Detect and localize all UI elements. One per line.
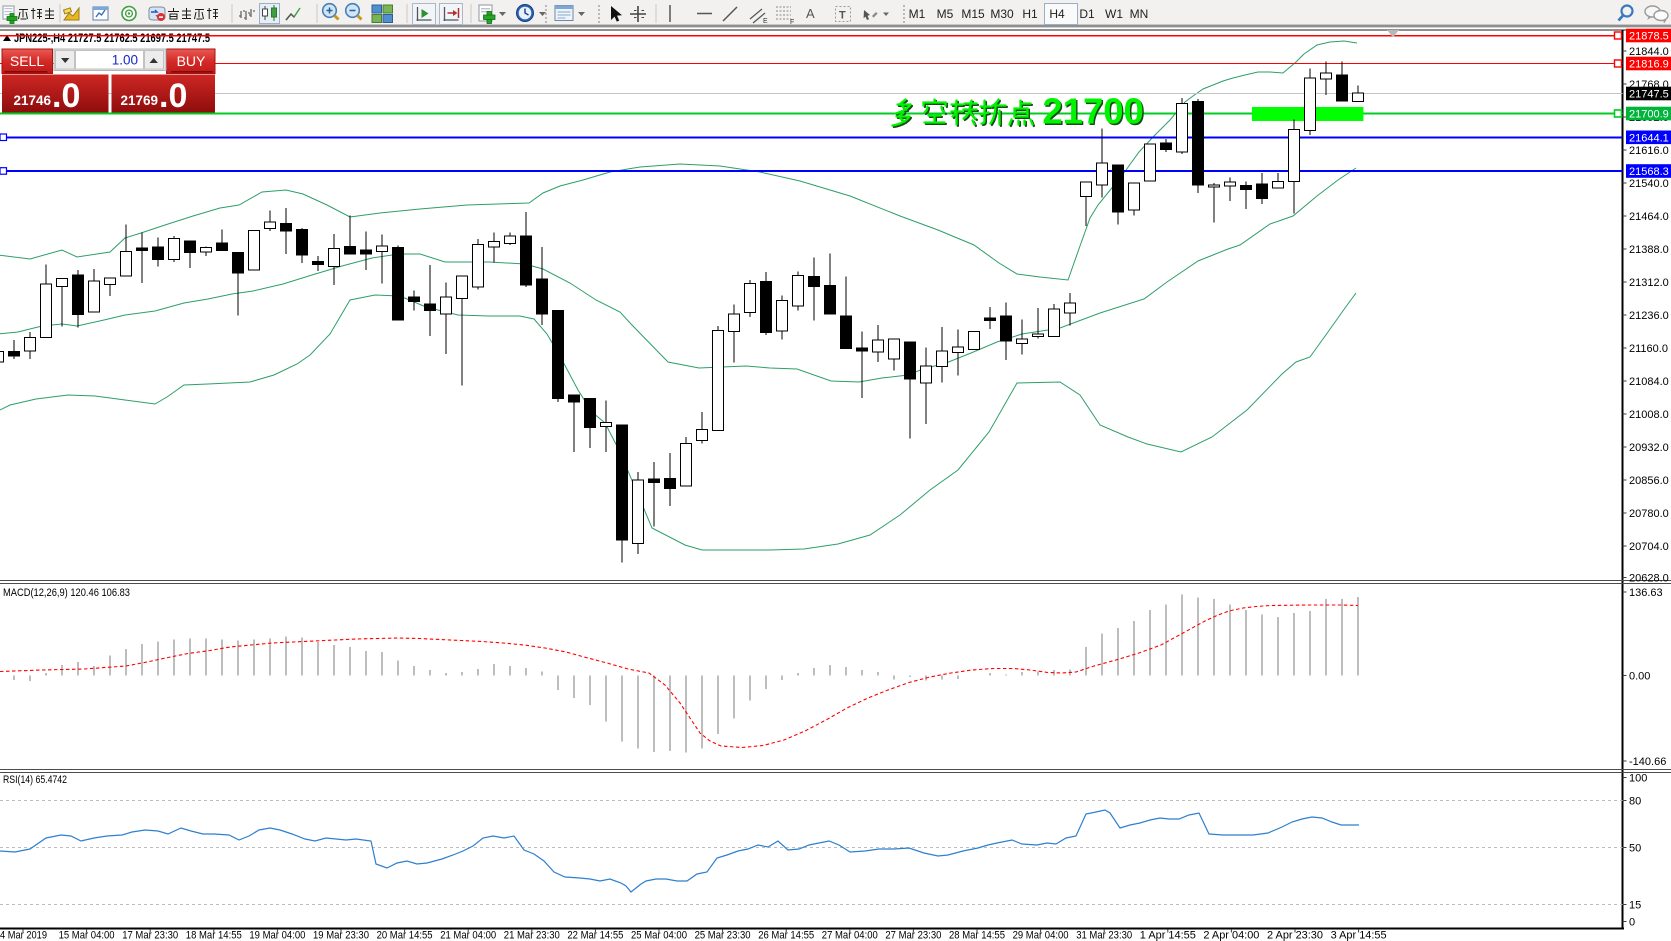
svg-text:21844.0: 21844.0 [1629, 46, 1669, 58]
svg-text:21540.0: 21540.0 [1629, 178, 1669, 190]
svg-text:21 Mar 23:30: 21 Mar 23:30 [504, 930, 560, 941]
svg-text:17 Mar 23:30: 17 Mar 23:30 [122, 930, 178, 941]
svg-text:M5: M5 [937, 7, 954, 21]
svg-text:MN: MN [1130, 7, 1149, 21]
svg-text:20628.0: 20628.0 [1629, 573, 1669, 585]
svg-text:A: A [806, 6, 815, 21]
svg-text:22 Mar 14:55: 22 Mar 14:55 [567, 930, 623, 941]
svg-text:T: T [839, 10, 846, 22]
svg-text:SELL: SELL [10, 53, 44, 69]
svg-text:21616.0: 21616.0 [1629, 145, 1669, 157]
svg-text:F: F [790, 19, 794, 26]
svg-text:.0: .0 [52, 77, 80, 115]
svg-text:20780.0: 20780.0 [1629, 508, 1669, 520]
svg-text:2 Apr 04:00: 2 Apr 04:00 [1203, 930, 1259, 941]
svg-text:21160.0: 21160.0 [1629, 343, 1668, 355]
svg-text:E: E [763, 18, 768, 25]
svg-text:M15: M15 [961, 7, 985, 21]
svg-text:M1: M1 [909, 7, 926, 21]
svg-text:21769: 21769 [120, 93, 158, 108]
svg-text:21700: 21700 [1042, 91, 1144, 132]
svg-text:19 Mar 23:30: 19 Mar 23:30 [313, 930, 369, 941]
svg-text:25 Mar 23:30: 25 Mar 23:30 [695, 930, 751, 941]
svg-text:21746: 21746 [13, 93, 51, 108]
svg-text:136.63: 136.63 [1629, 587, 1663, 599]
svg-text:2 Apr 23:30: 2 Apr 23:30 [1267, 930, 1323, 941]
svg-text:20 Mar 14:55: 20 Mar 14:55 [377, 930, 433, 941]
svg-text:21312.0: 21312.0 [1629, 277, 1669, 289]
svg-text:M30: M30 [990, 7, 1014, 21]
svg-text:.0: .0 [159, 77, 187, 115]
svg-text:MACD(12,26,9) 120.46 106.83: MACD(12,26,9) 120.46 106.83 [3, 587, 130, 599]
svg-text:26 Mar 14:55: 26 Mar 14:55 [758, 930, 814, 941]
svg-text:20932.0: 20932.0 [1629, 442, 1669, 454]
svg-text:0: 0 [1629, 917, 1635, 929]
svg-text:3 Apr 14:55: 3 Apr 14:55 [1331, 930, 1387, 941]
svg-text:15: 15 [1629, 900, 1641, 912]
svg-text:H1: H1 [1022, 7, 1038, 21]
svg-text:21747.5: 21747.5 [1629, 89, 1669, 101]
svg-text:21464.0: 21464.0 [1629, 211, 1669, 223]
svg-text:BUY: BUY [177, 53, 206, 69]
svg-text:80: 80 [1629, 796, 1641, 808]
svg-text:21816.9: 21816.9 [1629, 59, 1669, 71]
svg-text:20704.0: 20704.0 [1629, 541, 1669, 553]
svg-text:21008.0: 21008.0 [1629, 409, 1669, 421]
svg-text:20856.0: 20856.0 [1629, 475, 1669, 487]
svg-text:29 Mar 04:00: 29 Mar 04:00 [1013, 930, 1069, 941]
svg-text:15 Mar 04:00: 15 Mar 04:00 [59, 930, 115, 941]
svg-text:21878.5: 21878.5 [1629, 31, 1669, 43]
svg-text:RSI(14) 65.4742: RSI(14) 65.4742 [3, 774, 67, 786]
svg-text:100: 100 [1629, 773, 1647, 785]
svg-text:D1: D1 [1079, 7, 1095, 21]
svg-text:21700.9: 21700.9 [1629, 109, 1669, 121]
svg-text:19 Mar 04:00: 19 Mar 04:00 [249, 930, 305, 941]
svg-text:21700: 21700 [1044, 92, 1146, 133]
svg-text:21084.0: 21084.0 [1629, 376, 1669, 388]
svg-text:31 Mar 23:30: 31 Mar 23:30 [1076, 930, 1132, 941]
svg-text:21236.0: 21236.0 [1629, 310, 1669, 322]
svg-text:-140.66: -140.66 [1629, 756, 1666, 768]
svg-text:1 Apr 14:55: 1 Apr 14:55 [1140, 930, 1196, 941]
svg-text:28 Mar 14:55: 28 Mar 14:55 [949, 930, 1005, 941]
svg-text:21568.3: 21568.3 [1629, 166, 1669, 178]
svg-text:18 Mar 14:55: 18 Mar 14:55 [186, 930, 242, 941]
svg-text:21 Mar 04:00: 21 Mar 04:00 [440, 930, 496, 941]
svg-text:4 Mar 2019: 4 Mar 2019 [0, 930, 47, 941]
svg-text:W1: W1 [1105, 7, 1123, 21]
svg-text:21388.0: 21388.0 [1629, 244, 1669, 256]
svg-text:H4: H4 [1049, 7, 1065, 21]
svg-text:25 Mar 04:00: 25 Mar 04:00 [631, 930, 687, 941]
svg-text:27 Mar 23:30: 27 Mar 23:30 [885, 930, 941, 941]
svg-text:27 Mar 04:00: 27 Mar 04:00 [822, 930, 878, 941]
svg-text:0.00: 0.00 [1629, 671, 1650, 683]
svg-text:50: 50 [1629, 843, 1641, 855]
svg-text:1.00: 1.00 [112, 53, 138, 68]
svg-text:21644.1: 21644.1 [1629, 132, 1669, 144]
